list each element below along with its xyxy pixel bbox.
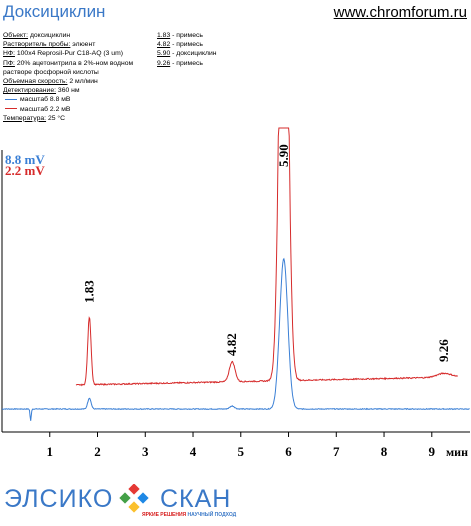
info-mobile-value-2: растворе фосфорной кислоты bbox=[3, 68, 99, 76]
x-ticks: 1 2 3 4 5 6 7 8 9 bbox=[47, 432, 436, 459]
page-title: Доксициклин bbox=[3, 2, 106, 21]
info-object-value: доксициклин bbox=[29, 32, 71, 39]
peak-rt: 1.83 bbox=[157, 32, 171, 39]
logo-square-icon bbox=[119, 492, 131, 504]
x-tick-label: 5 bbox=[238, 444, 245, 459]
info-object: Объект: доксициклин bbox=[3, 31, 153, 40]
legend-blue-line bbox=[5, 99, 17, 101]
x-tick-label: 7 bbox=[333, 444, 340, 459]
info-mobile-label: ПФ: bbox=[3, 59, 15, 67]
peak-label: 4.82 bbox=[224, 333, 239, 356]
info-detect: Детектирование: 360 нм bbox=[3, 86, 153, 95]
info-mobile-2: растворе фосфорной кислоты bbox=[3, 68, 153, 77]
info-solvent-label: Растворитель пробы: bbox=[3, 41, 71, 49]
info-flow-value: 2 мл/мин bbox=[69, 78, 98, 86]
peak-rt: 5.90 bbox=[157, 50, 171, 58]
x-tick-label: 8 bbox=[381, 444, 388, 459]
peak-row: 1.83 - примесь bbox=[157, 31, 217, 40]
info-phase-value: 100x4 Reprosil-Pur C18-AQ (3 um) bbox=[16, 50, 124, 58]
info-mobile-value-1: 20% ацетонитрила в 2%-ном водном bbox=[16, 59, 134, 67]
legend-red: масштаб 2.2 мВ bbox=[3, 105, 153, 114]
peak-table: 1.83 - примесь 4.82 - примесь 5.90 - док… bbox=[157, 31, 217, 68]
logo-mark-icon bbox=[119, 484, 149, 513]
peak-labels: 1.83 4.82 5.90 9.26 bbox=[81, 144, 451, 362]
scale-label-red: 2.2 mV bbox=[5, 163, 45, 178]
trace-red bbox=[75, 127, 458, 387]
x-axis-label: мин bbox=[446, 445, 468, 459]
peak-label: 5.90 bbox=[276, 144, 291, 167]
peak-rt: 4.82 bbox=[157, 41, 171, 49]
info-temp-label: Температура: bbox=[3, 114, 47, 122]
peak-desc: - примесь bbox=[172, 32, 203, 39]
x-tick-label: 3 bbox=[142, 444, 149, 459]
x-tick-label: 1 bbox=[47, 444, 54, 459]
info-phase: НФ: 100x4 Reprosil-Pur C18-AQ (3 um) bbox=[3, 49, 153, 58]
logo-square-icon bbox=[128, 484, 140, 495]
logo-tag-a: ЯРКИЕ РЕШЕНИЯ bbox=[142, 512, 187, 518]
info-temp-value: 25 °C bbox=[47, 114, 66, 122]
logo-square-icon bbox=[137, 492, 149, 504]
info-temp: Температура: 25 °C bbox=[3, 114, 153, 123]
logo-text-right: СКАН bbox=[160, 485, 232, 513]
x-tick-label: 6 bbox=[285, 444, 292, 459]
info-mobile: ПФ: 20% ацетонитрила в 2%-ном водном bbox=[3, 59, 153, 68]
x-tick-label: 9 bbox=[429, 444, 436, 459]
traces bbox=[2, 127, 470, 421]
scale-label-blue: 8.8 mV bbox=[5, 152, 45, 167]
info-flow: Объемная скорость: 2 мл/мин bbox=[3, 77, 153, 86]
legend-red-label: масштаб 2.2 мВ bbox=[20, 105, 71, 113]
trace-blue bbox=[2, 257, 470, 421]
legend-red-line bbox=[5, 108, 17, 110]
legend-blue-label: масштаб 8.8 мВ bbox=[20, 96, 71, 104]
info-solvent-value: элюент bbox=[72, 41, 96, 49]
x-tick-label: 2 bbox=[94, 444, 101, 459]
site-link[interactable]: www.chromforum.ru bbox=[333, 4, 467, 21]
info-detect-label: Детектирование: bbox=[3, 87, 57, 95]
chromatogram-chart: 1 2 3 4 5 6 7 8 9 1.83 4.82 5.90 9.26 мин 8.8 mV 2.… bbox=[1, 127, 470, 459]
info-solvent: Растворитель пробы: элюент bbox=[3, 40, 153, 49]
info-detect-value: 360 нм bbox=[57, 87, 80, 95]
peak-row: 9.26 - примесь bbox=[157, 59, 217, 68]
peak-desc: - доксициклин bbox=[172, 50, 217, 58]
method-info: Объект: доксициклин Растворитель пробы: … bbox=[3, 31, 153, 123]
info-object-label: Объект: bbox=[3, 32, 29, 39]
logo-square-icon bbox=[128, 501, 140, 513]
logo-text-left: ЭЛСИКО bbox=[4, 485, 114, 513]
company-logo: ЭЛСИКО СКАН ЯРКИЕ РЕШЕНИЯ НАУЧНЫЙ ПОДХОД bbox=[0, 478, 300, 526]
info-flow-label: Объемная скорость: bbox=[3, 78, 68, 86]
legend-blue: масштаб 8.8 мВ bbox=[3, 95, 153, 104]
peak-row: 4.82 - примесь bbox=[157, 40, 217, 49]
peak-label: 1.83 bbox=[81, 280, 96, 303]
info-phase-label: НФ: bbox=[3, 50, 15, 58]
logo-tag-b: НАУЧНЫЙ ПОДХОД bbox=[187, 512, 237, 518]
logo-tagline: ЯРКИЕ РЕШЕНИЯ НАУЧНЫЙ ПОДХОД bbox=[142, 512, 236, 518]
peak-rt: 9.26 bbox=[157, 59, 171, 67]
peak-label: 9.26 bbox=[436, 339, 451, 362]
peak-desc: - примесь bbox=[172, 41, 203, 49]
x-tick-label: 4 bbox=[190, 444, 197, 459]
peak-desc: - примесь bbox=[172, 59, 203, 67]
peak-row: 5.90 - доксициклин bbox=[157, 49, 217, 58]
